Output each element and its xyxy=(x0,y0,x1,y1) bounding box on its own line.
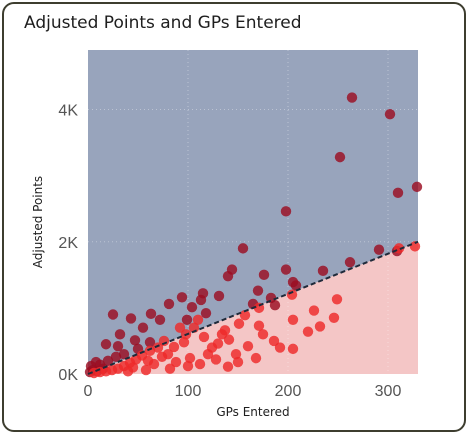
data-point-below xyxy=(268,335,280,347)
data-point-above xyxy=(252,285,264,296)
data-point-below xyxy=(239,309,251,321)
data-point-above xyxy=(222,270,234,282)
data-point-below xyxy=(242,341,254,352)
x-tick-label: 300 xyxy=(375,383,402,400)
data-point-below xyxy=(409,241,421,252)
x-axis-label: GPs Entered xyxy=(216,405,289,419)
data-point-below xyxy=(168,341,180,353)
data-point-below xyxy=(144,345,156,357)
data-point-above xyxy=(154,314,166,325)
data-point-below xyxy=(230,348,242,360)
y-tick-label: 4K xyxy=(58,103,78,120)
data-point-below xyxy=(194,358,206,370)
data-point-above xyxy=(144,337,156,348)
data-point-above xyxy=(258,269,270,281)
data-point-above xyxy=(102,355,114,366)
data-point-below xyxy=(222,361,234,372)
data-point-above xyxy=(269,300,281,311)
data-point-above xyxy=(280,206,292,217)
data-point-above xyxy=(200,307,212,319)
data-point-above xyxy=(195,294,207,306)
scatter-chart: 0 100 200 300 0K 2K 4K Adjusted Points GPs Ent… xyxy=(31,50,423,419)
data-point-below xyxy=(178,337,190,348)
x-tick-label: 100 xyxy=(175,383,202,400)
data-point-below xyxy=(328,312,340,323)
data-point-above xyxy=(411,181,423,193)
data-point-above xyxy=(317,265,329,277)
data-point-above xyxy=(346,92,358,103)
data-point-above xyxy=(118,348,130,360)
data-point-below xyxy=(287,343,299,355)
data-point-below xyxy=(216,329,228,340)
data-point-above xyxy=(290,280,302,291)
data-point-above xyxy=(163,298,175,310)
data-point-above xyxy=(334,151,346,163)
data-point-above xyxy=(181,314,193,325)
data-point-below xyxy=(142,355,154,366)
data-point-below xyxy=(152,342,164,353)
data-point-below xyxy=(302,326,314,337)
data-point-below xyxy=(198,331,210,343)
data-point-above xyxy=(112,341,124,352)
data-point-below xyxy=(127,362,139,373)
data-point-below xyxy=(202,348,214,360)
data-point-below xyxy=(274,342,286,353)
data-point-below xyxy=(170,356,182,368)
data-point-below xyxy=(140,364,152,376)
data-point-above xyxy=(145,308,157,320)
data-point-above xyxy=(213,290,225,302)
x-tick-label: 200 xyxy=(275,383,302,400)
x-tick-label: 0 xyxy=(84,383,93,400)
data-point-below xyxy=(286,289,298,300)
chart-card: Adjusted Points and GPs Entered 0 100 200 3… xyxy=(2,2,466,432)
data-point-below xyxy=(156,351,168,363)
data-point-below xyxy=(184,352,196,364)
data-point-above xyxy=(373,244,385,255)
reference-line xyxy=(87,240,419,375)
data-point-above xyxy=(137,322,149,333)
y-tick-label: 2K xyxy=(58,235,78,252)
data-point-above xyxy=(384,108,396,120)
data-point-above xyxy=(100,339,112,350)
chart-title: Adjusted Points and GPs Entered xyxy=(24,13,302,33)
data-point-below xyxy=(164,363,176,374)
data-point-above xyxy=(129,335,141,346)
data-point-below xyxy=(314,321,326,332)
data-point-below xyxy=(174,322,186,333)
data-point-below xyxy=(210,354,222,365)
data-point-above xyxy=(280,264,292,275)
data-point-below xyxy=(308,305,320,316)
data-point-above xyxy=(176,292,188,303)
data-point-below xyxy=(188,322,200,333)
data-point-below xyxy=(253,320,265,331)
data-point-above xyxy=(344,257,356,268)
data-point-above xyxy=(114,329,126,340)
y-axis-label: Adjusted Points xyxy=(31,176,45,268)
data-point-below xyxy=(233,318,245,329)
data-point-above xyxy=(125,313,137,324)
y-tick-label: 0K xyxy=(58,367,78,384)
data-point-below xyxy=(192,314,204,325)
data-point-above xyxy=(237,243,249,254)
data-point-below xyxy=(287,314,299,325)
data-point-above xyxy=(107,309,119,320)
data-point-below xyxy=(331,294,343,305)
data-point-above xyxy=(392,187,404,199)
data-point-below xyxy=(257,329,269,340)
data-point-above xyxy=(110,351,122,363)
data-point-above xyxy=(186,302,198,313)
data-point-below xyxy=(250,352,262,364)
data-point-below xyxy=(182,360,194,372)
data-point-below xyxy=(232,356,244,368)
